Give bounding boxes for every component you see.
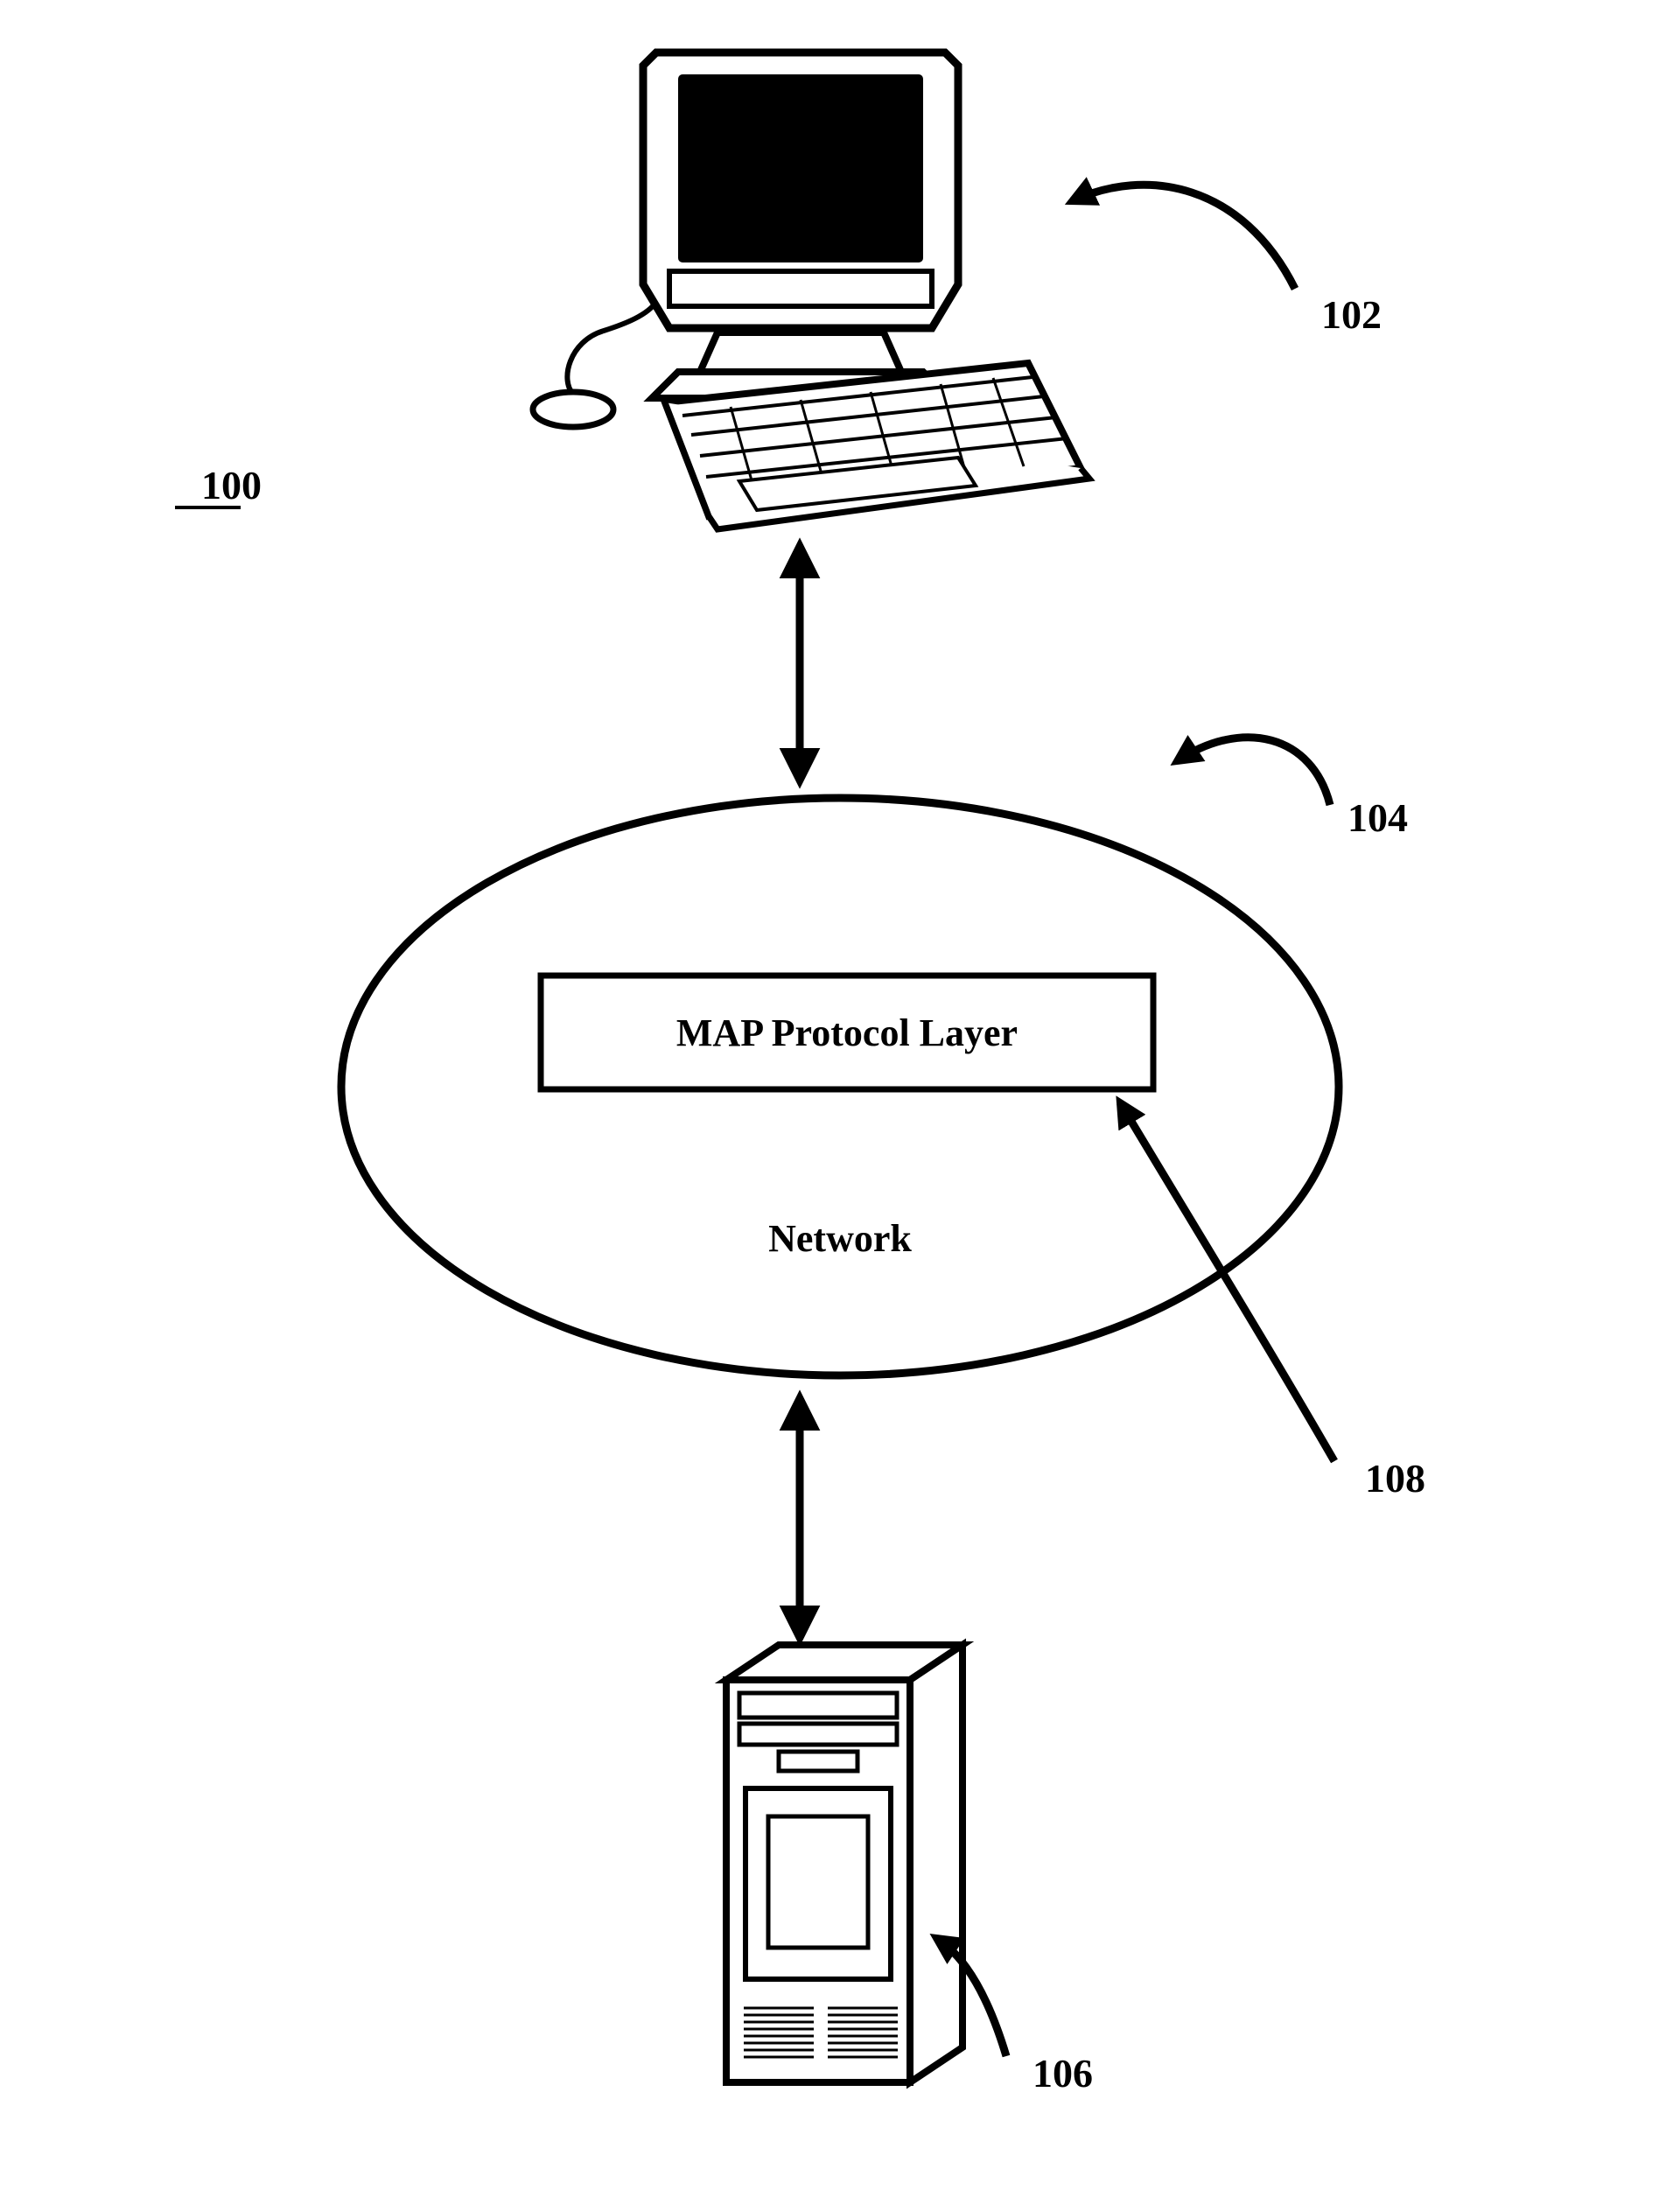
network-caption: Network bbox=[768, 1217, 912, 1260]
ref-104-label: 104 bbox=[1348, 795, 1408, 840]
figure-number-text: 100 bbox=[201, 463, 262, 507]
network-diagram: 100 bbox=[0, 0, 1680, 2204]
ref-104: 104 bbox=[1177, 738, 1408, 840]
ref-102: 102 bbox=[1072, 185, 1382, 337]
ref-106-label: 106 bbox=[1032, 2051, 1093, 2096]
map-protocol-layer-label: MAP Protocol Layer bbox=[676, 1011, 1018, 1054]
figure-number: 100 bbox=[175, 463, 262, 507]
client-computer-icon bbox=[533, 52, 1089, 529]
map-protocol-layer-box: MAP Protocol Layer bbox=[541, 976, 1153, 1089]
server-tower-icon bbox=[726, 1645, 962, 2082]
ref-108-label: 108 bbox=[1365, 1456, 1425, 1501]
ref-102-label: 102 bbox=[1321, 292, 1382, 337]
